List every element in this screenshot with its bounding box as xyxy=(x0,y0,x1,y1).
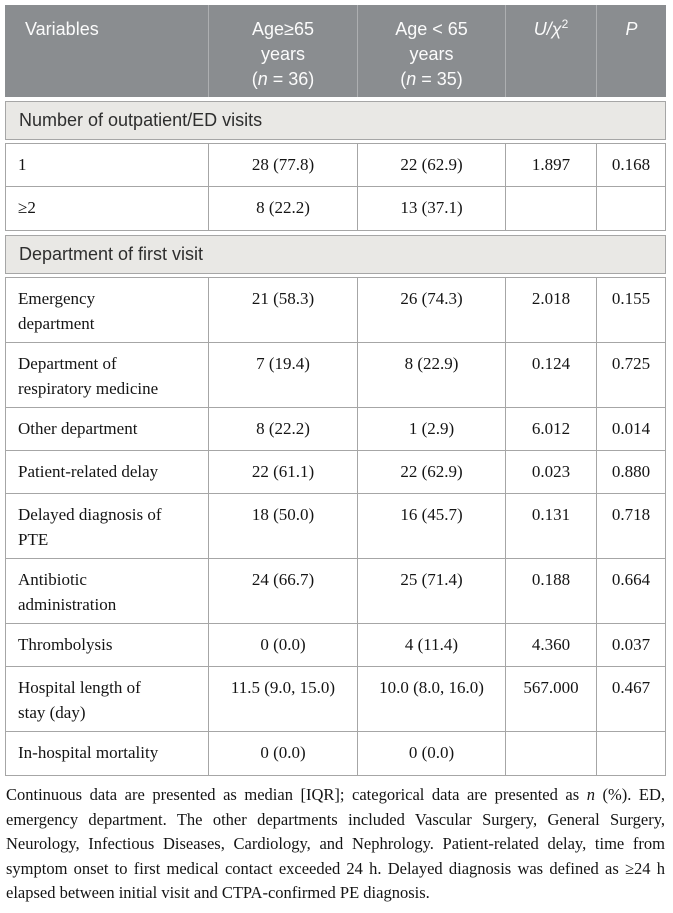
header-p-label: P xyxy=(625,19,638,39)
section-header-outpatient-visits: Number of outpatient/ED visits xyxy=(5,101,666,140)
header-age-lt65-line2: years xyxy=(409,44,454,64)
cell-age-lt65: 22 (62.9) xyxy=(358,144,506,186)
cell-p-value xyxy=(597,732,665,775)
table-body-block-1: 1 28 (77.8) 22 (62.9) 1.897 0.168 ≥2 8 (… xyxy=(5,143,666,231)
footnote-part1: Continuous data are presented as median … xyxy=(6,785,587,804)
header-age-ge65-line1: Age≥65 xyxy=(252,19,314,39)
cell-statistic xyxy=(506,732,597,775)
table-row: In-hospital mortality 0 (0.0) 0 (0.0) xyxy=(6,732,665,775)
header-statistic-label: U/χ xyxy=(533,19,562,39)
cell-p-value: 0.014 xyxy=(611,419,651,438)
cell-age-ge65: 8 (22.2) xyxy=(209,187,358,230)
cell-p-value: 0.725 xyxy=(611,354,651,373)
header-statistic-sup: 2 xyxy=(561,17,569,31)
table-row: Hospital length of stay (day) 11.5 (9.0,… xyxy=(6,667,665,732)
table-body-block-2: Emergency department 21 (58.3) 26 (74.3)… xyxy=(5,277,666,776)
header-variables-label: Variables xyxy=(25,19,99,39)
table-footnote: Continuous data are presented as median … xyxy=(6,783,665,906)
cell-age-ge65: 0 (0.0) xyxy=(209,624,358,666)
cell-statistic: 0.124 xyxy=(506,343,597,407)
cell-p-value xyxy=(597,187,665,230)
cell-statistic: 1.897 xyxy=(506,144,597,186)
cell-statistic: 0.023 xyxy=(506,451,597,493)
cell-statistic: 567.000 xyxy=(506,667,597,731)
table-row: 1 28 (77.8) 22 (62.9) 1.897 0.168 xyxy=(6,144,665,187)
footnote-part2: (%). ED, emergency department. The other… xyxy=(6,785,665,903)
cell-age-lt65: 25 (71.4) xyxy=(358,559,506,623)
cell-age-ge65: 8 (22.2) xyxy=(209,408,358,450)
cell-statistic xyxy=(506,187,597,230)
cell-age-ge65: 28 (77.8) xyxy=(209,144,358,186)
header-age-ge65: Age≥65 years (n = 36) xyxy=(209,5,358,97)
cell-age-lt65: 1 (2.9) xyxy=(358,408,506,450)
cell-age-lt65: 4 (11.4) xyxy=(358,624,506,666)
statistics-table: Variables Age≥65 years (n = 36) Age < 65… xyxy=(5,5,666,906)
header-age-lt65-line1: Age < 65 xyxy=(395,19,468,39)
header-variables: Variables xyxy=(5,5,209,97)
cell-age-lt65: 16 (45.7) xyxy=(358,494,506,558)
cell-p-value: 0.168 xyxy=(611,155,651,174)
cell-age-ge65: 0 (0.0) xyxy=(209,732,358,775)
table-row: ≥2 8 (22.2) 13 (37.1) xyxy=(6,187,665,230)
header-age-lt65: Age < 65 years (n = 35) xyxy=(358,5,506,97)
cell-variable: Hospital length of stay (day) xyxy=(6,667,209,731)
header-p-value: P xyxy=(597,5,666,97)
cell-variable: Thrombolysis xyxy=(6,624,209,666)
cell-age-ge65: 11.5 (9.0, 15.0) xyxy=(209,667,358,731)
cell-age-lt65: 8 (22.9) xyxy=(358,343,506,407)
cell-statistic: 0.131 xyxy=(506,494,597,558)
cell-statistic: 4.360 xyxy=(506,624,597,666)
cell-variable: In-hospital mortality xyxy=(6,732,209,775)
footnote-n-italic: n xyxy=(586,785,595,804)
table-row: Antibiotic administration 24 (66.7) 25 (… xyxy=(6,559,665,624)
cell-p-value: 0.880 xyxy=(611,462,651,481)
header-age-lt65-n: (n = 35) xyxy=(400,69,463,89)
cell-age-ge65: 24 (66.7) xyxy=(209,559,358,623)
cell-statistic: 0.188 xyxy=(506,559,597,623)
cell-variable: 1 xyxy=(6,144,209,186)
cell-age-ge65: 18 (50.0) xyxy=(209,494,358,558)
cell-p-value: 0.718 xyxy=(611,505,651,524)
cell-age-ge65: 7 (19.4) xyxy=(209,343,358,407)
section-header-department-first-visit: Department of first visit xyxy=(5,235,666,274)
cell-variable: Patient-related delay xyxy=(6,451,209,493)
cell-variable: Other department xyxy=(6,408,209,450)
cell-variable: Delayed diagnosis of PTE xyxy=(6,494,209,558)
cell-age-ge65: 21 (58.3) xyxy=(209,278,358,342)
cell-p-value: 0.467 xyxy=(611,678,651,697)
cell-statistic: 2.018 xyxy=(506,278,597,342)
table-row: Other department 8 (22.2) 1 (2.9) 6.012 … xyxy=(6,408,665,451)
cell-variable: ≥2 xyxy=(6,187,209,230)
table-row: Emergency department 21 (58.3) 26 (74.3)… xyxy=(6,278,665,343)
table-header-row: Variables Age≥65 years (n = 36) Age < 65… xyxy=(5,5,666,97)
cell-p-value: 0.155 xyxy=(611,289,651,308)
cell-age-ge65: 22 (61.1) xyxy=(209,451,358,493)
cell-age-lt65: 26 (74.3) xyxy=(358,278,506,342)
cell-p-value: 0.037 xyxy=(611,635,651,654)
cell-variable: Department of respiratory medicine xyxy=(6,343,209,407)
cell-age-lt65: 22 (62.9) xyxy=(358,451,506,493)
cell-variable: Emergency department xyxy=(6,278,209,342)
cell-p-value: 0.664 xyxy=(611,570,651,589)
table-row: Patient-related delay 22 (61.1) 22 (62.9… xyxy=(6,451,665,494)
cell-age-lt65: 10.0 (8.0, 16.0) xyxy=(358,667,506,731)
table-row: Thrombolysis 0 (0.0) 4 (11.4) 4.360 0.03… xyxy=(6,624,665,667)
cell-variable: Antibiotic administration xyxy=(6,559,209,623)
table-row: Delayed diagnosis of PTE 18 (50.0) 16 (4… xyxy=(6,494,665,559)
header-age-ge65-line2: years xyxy=(260,44,305,64)
table-row: Department of respiratory medicine 7 (19… xyxy=(6,343,665,408)
header-age-ge65-n: (n = 36) xyxy=(251,69,315,89)
cell-statistic: 6.012 xyxy=(506,408,597,450)
cell-age-lt65: 0 (0.0) xyxy=(358,732,506,775)
cell-age-lt65: 13 (37.1) xyxy=(358,187,506,230)
header-statistic: U/χ2 xyxy=(506,5,597,97)
